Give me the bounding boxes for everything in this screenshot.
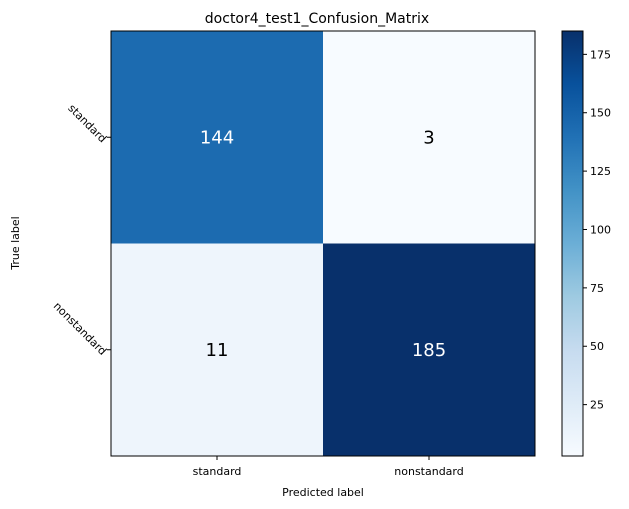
cell-value-1-1: 185 [412,340,446,361]
x-axis-label: Predicted label [282,486,364,499]
colorbar-tick-label-0: 25 [590,399,604,412]
chart-title: doctor4_test1_Confusion_Matrix [205,11,429,27]
cell-value-0-0: 144 [200,127,234,148]
y-axis-ticks: standard nonstandard [51,102,111,358]
heatmap-cell-1-1 [323,243,535,456]
heatmap-cell-0-1 [323,31,535,244]
colorbar [561,30,584,457]
y-tick-label-1: nonstandard [51,300,109,358]
heatmap-cell-1-0 [111,243,323,456]
heatmap-cell-0-0 [111,31,323,244]
y-tick-label-0: standard [65,102,109,146]
colorbar-tick-label-4: 125 [590,165,611,178]
colorbar-ticks: 25 50 75 100 125 150 175 [583,48,611,412]
colorbar-tick-label-1: 50 [590,340,604,353]
colorbar-tick-label-3: 100 [590,223,611,236]
cell-value-0-1: 3 [423,127,434,148]
colorbar-tick-label-5: 150 [590,107,611,120]
x-axis-ticks: standard nonstandard [193,456,464,478]
cell-value-1-0: 11 [206,340,229,361]
x-tick-label-1: nonstandard [394,465,463,478]
heatmap-cell-labels: 144 3 11 185 [200,127,446,361]
y-axis-label: True label [9,216,22,270]
plot-frame [110,30,536,457]
colorbar-tick-label-6: 175 [590,48,611,61]
x-tick-label-0: standard [193,465,242,478]
heatmap-cells [111,31,535,456]
colorbar-tick-label-2: 75 [590,282,604,295]
